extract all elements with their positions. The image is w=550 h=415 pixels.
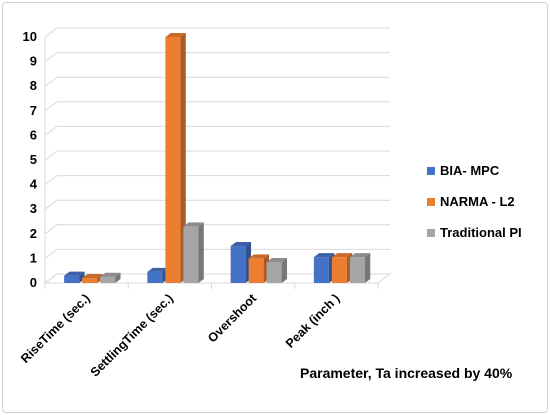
bar bbox=[82, 274, 103, 283]
legend-label: NARMA - L2 bbox=[440, 194, 515, 209]
y-tick-label: 2 bbox=[30, 226, 37, 241]
bar bbox=[64, 271, 85, 283]
y-tick-label: 8 bbox=[30, 78, 37, 93]
y-tick-label: 9 bbox=[30, 54, 37, 69]
y-tick-label: 6 bbox=[30, 127, 37, 142]
bar bbox=[100, 272, 121, 283]
legend-item: Traditional PI bbox=[427, 225, 522, 240]
bars-layer bbox=[64, 32, 371, 284]
x-tick-label: RiseTime (sec.) bbox=[18, 291, 93, 366]
legend-label: BIA- MPC bbox=[440, 163, 500, 178]
legend: BIA- MPC NARMA - L2 Traditional PI bbox=[427, 163, 522, 240]
legend-swatch bbox=[427, 198, 435, 206]
y-tick-label: 10 bbox=[23, 29, 37, 44]
gridline bbox=[44, 224, 390, 235]
legend-swatch bbox=[427, 167, 435, 175]
legend-label: Traditional PI bbox=[440, 225, 522, 240]
gridline bbox=[44, 76, 390, 87]
gridline bbox=[44, 150, 390, 161]
gridline bbox=[44, 199, 390, 210]
gridline bbox=[44, 52, 390, 62]
chart-annotation: Parameter, Ta increased by 40% bbox=[300, 365, 513, 381]
bar bbox=[248, 254, 270, 283]
y-tick-label: 1 bbox=[30, 250, 37, 265]
gridline bbox=[44, 125, 390, 136]
bar bbox=[331, 253, 353, 283]
x-tick-label: Peak (inch ) bbox=[283, 291, 343, 351]
y-tick-label: 4 bbox=[30, 177, 38, 192]
x-tick-labels: RiseTime (sec.)SettlingTime (sec.) Oversh… bbox=[18, 291, 342, 380]
bar bbox=[165, 32, 186, 284]
x-tick-label: Overshoot bbox=[205, 291, 260, 346]
gridline bbox=[44, 248, 390, 259]
gridline bbox=[44, 101, 390, 112]
legend-item: NARMA - L2 bbox=[427, 194, 515, 209]
y-tick-label: 5 bbox=[30, 152, 37, 167]
grid-layer bbox=[43, 27, 392, 289]
y-tick-label: 3 bbox=[30, 201, 37, 216]
x-tick-label: SettlingTime (sec.) bbox=[88, 291, 176, 379]
bar bbox=[349, 253, 371, 283]
y-tick-label: 0 bbox=[30, 275, 37, 290]
bar bbox=[183, 222, 204, 283]
gridline bbox=[44, 27, 390, 38]
bar bbox=[266, 258, 288, 283]
bar bbox=[230, 242, 252, 283]
bar bbox=[313, 253, 335, 283]
y-tick-labels: 0 1 2 3 4 5 6 7 8 9 10 bbox=[23, 29, 38, 290]
legend-swatch bbox=[427, 229, 435, 237]
gridline bbox=[44, 175, 390, 186]
y-tick-label: 7 bbox=[30, 103, 37, 118]
bar bbox=[147, 267, 168, 283]
legend-item: BIA- MPC bbox=[427, 163, 500, 178]
